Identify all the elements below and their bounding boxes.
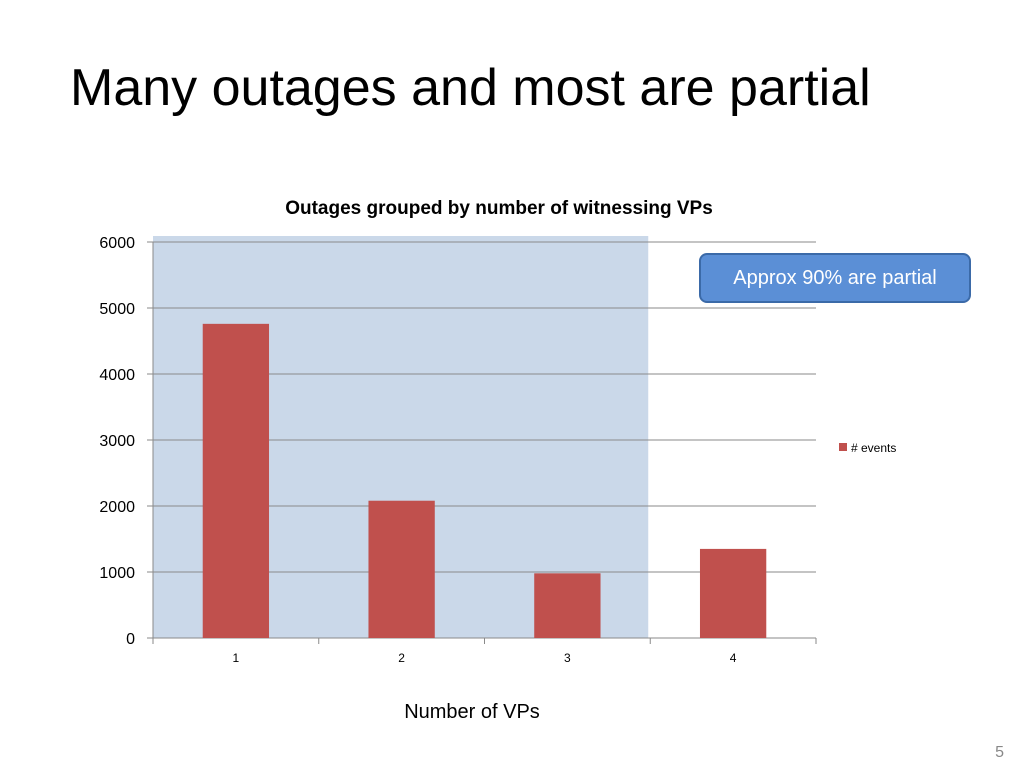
x-tick-label: 4 [730,651,737,665]
callout-annotation: Approx 90% are partial [699,253,971,303]
legend-swatch [839,443,847,451]
slide-title: Many outages and most are partial [70,59,871,117]
legend-label: # events [851,441,896,455]
bar [699,548,767,638]
y-tick-label: 4000 [99,367,135,384]
y-tick-label: 5000 [99,301,135,318]
y-tick-label: 2000 [99,499,135,516]
x-tick-label: 2 [398,651,405,665]
y-tick-label: 6000 [99,235,135,252]
y-tick-label: 1000 [99,565,135,582]
page-number: 5 [995,744,1004,761]
bar [534,573,601,638]
x-tick-label: 1 [233,651,240,665]
x-tick-label: 3 [564,651,571,665]
bar [368,500,435,638]
bar [202,323,270,638]
y-tick-label: 3000 [99,433,135,450]
chart-title: Outages grouped by number of witnessing … [285,198,713,219]
y-tick-label: 0 [126,631,135,648]
x-axis-label: Number of VPs [404,701,540,723]
